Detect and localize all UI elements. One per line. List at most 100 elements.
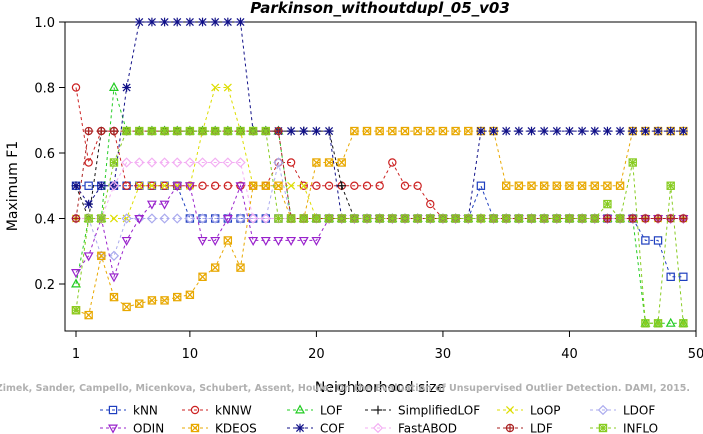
- series-inflo: [71, 126, 688, 328]
- data-point-ldof: [159, 213, 170, 224]
- data-point-odin: [108, 273, 119, 283]
- data-point-cof: [172, 17, 182, 27]
- data-point-fastabod: [83, 213, 94, 224]
- data-point-ldf: [628, 214, 637, 223]
- data-point-odin: [286, 236, 297, 247]
- data-point-knn: [641, 236, 650, 245]
- data-point-kdeos: [160, 296, 169, 305]
- data-point-knn: [653, 236, 663, 245]
- data-point-cof: [666, 126, 676, 136]
- data-point-fastabod: [247, 213, 259, 224]
- data-point-loop: [135, 181, 144, 190]
- data-point-knnw: [324, 181, 334, 190]
- data-point-inflo: [565, 214, 574, 223]
- data-point-loop: [109, 214, 118, 223]
- data-point-inflo: [312, 214, 321, 223]
- data-point-odin: [172, 182, 183, 192]
- data-point-fastabod: [222, 157, 234, 168]
- data-point-kdeos: [210, 263, 220, 272]
- data-point-ldof: [172, 213, 183, 224]
- legend-item-ldof: LDOF: [590, 404, 655, 418]
- data-point-inflo: [97, 214, 106, 223]
- legend-marker: [295, 404, 305, 414]
- y-tick-label: 1.0: [34, 16, 55, 31]
- data-point-kdeos: [185, 290, 195, 300]
- plot-frame: [64, 21, 697, 332]
- data-point-inflo: [160, 126, 169, 136]
- data-point-inflo: [236, 126, 245, 136]
- data-point-cof: [134, 17, 144, 27]
- data-point-inflo: [603, 199, 612, 209]
- legend-item-lof: LOF: [287, 404, 343, 418]
- legend-marker: [505, 405, 515, 415]
- data-point-kdeos: [413, 126, 422, 136]
- data-point-kdeos: [261, 181, 270, 190]
- data-point-cof: [489, 126, 498, 136]
- data-point-cof: [565, 126, 574, 136]
- legend-marker: [295, 423, 305, 433]
- data-point-ldof: [96, 250, 107, 262]
- data-point-inflo: [628, 158, 637, 167]
- data-point-ldof: [184, 213, 196, 224]
- data-point-ldof: [197, 213, 208, 224]
- data-point-ldf: [109, 126, 119, 136]
- data-point-cof: [615, 126, 625, 136]
- legend-item-odin: ODIN: [100, 422, 164, 434]
- legend-marker: [108, 405, 118, 415]
- data-point-inflo: [261, 126, 270, 136]
- y-tick-label: 0.2: [34, 278, 55, 293]
- data-point-knnw: [426, 199, 435, 209]
- data-point-kdeos: [350, 126, 359, 136]
- legend-label: SimplifiedLOF: [398, 404, 480, 418]
- data-point-inflo: [552, 214, 562, 223]
- data-point-inflo: [248, 126, 258, 136]
- data-point-kdeos: [577, 181, 587, 190]
- legend: kNN kNNW LOF SimplifiedLOF LoOP LDOF ODIN KDEOS…: [100, 404, 658, 434]
- data-point-inflo: [426, 214, 435, 223]
- data-point-kdeos: [223, 236, 233, 245]
- data-point-kdeos: [615, 181, 625, 190]
- data-point-odin: [83, 252, 94, 262]
- legend-marker: [597, 404, 609, 416]
- legend-label: KDEOS: [215, 422, 257, 434]
- data-point-inflo: [223, 126, 233, 136]
- data-point-ldf: [274, 126, 283, 136]
- legend-item-knnw: kNNW: [182, 404, 252, 418]
- data-point-fastabod: [108, 180, 120, 191]
- data-point-inflo: [388, 214, 397, 223]
- data-point-kdeos: [502, 181, 511, 190]
- data-point-cof: [514, 126, 524, 136]
- legend-marker: [598, 423, 608, 433]
- data-point-ldof: [146, 213, 158, 224]
- data-point-cof: [223, 17, 233, 27]
- x-tick-label: 50: [688, 347, 703, 362]
- data-point-cof: [577, 126, 587, 136]
- data-point-odin: [134, 215, 145, 225]
- series-line-knnw: [75, 87, 684, 219]
- y-tick-label: 0.8: [34, 82, 55, 97]
- x-axis-label: Neighborhood size: [315, 380, 445, 396]
- data-point-fastabod: [146, 157, 158, 168]
- legend-item-ldf: LDF: [497, 422, 553, 434]
- data-point-cof: [653, 126, 663, 136]
- data-point-knnw: [223, 181, 233, 190]
- legend-item-inflo: INFLO: [590, 422, 658, 434]
- data-point-lof: [665, 317, 676, 327]
- data-point-cof: [324, 126, 334, 136]
- data-point-cof: [198, 17, 207, 27]
- legend-item-fastabod: FastABOD: [365, 422, 457, 434]
- data-point-inflo: [135, 126, 144, 136]
- data-point-kdeos: [198, 272, 207, 281]
- data-point-kdeos: [527, 181, 536, 190]
- data-point-ldf: [97, 126, 106, 136]
- legend-label: ODIN: [133, 422, 164, 434]
- data-point-odin: [298, 236, 309, 247]
- data-point-fastabod: [134, 157, 145, 168]
- data-point-knnw: [413, 181, 422, 190]
- data-point-cof: [590, 126, 600, 136]
- data-point-cof: [476, 126, 486, 136]
- data-point-kdeos: [603, 181, 612, 190]
- data-point-odin: [159, 200, 170, 210]
- data-point-inflo: [147, 126, 157, 136]
- data-point-inflo: [210, 126, 220, 136]
